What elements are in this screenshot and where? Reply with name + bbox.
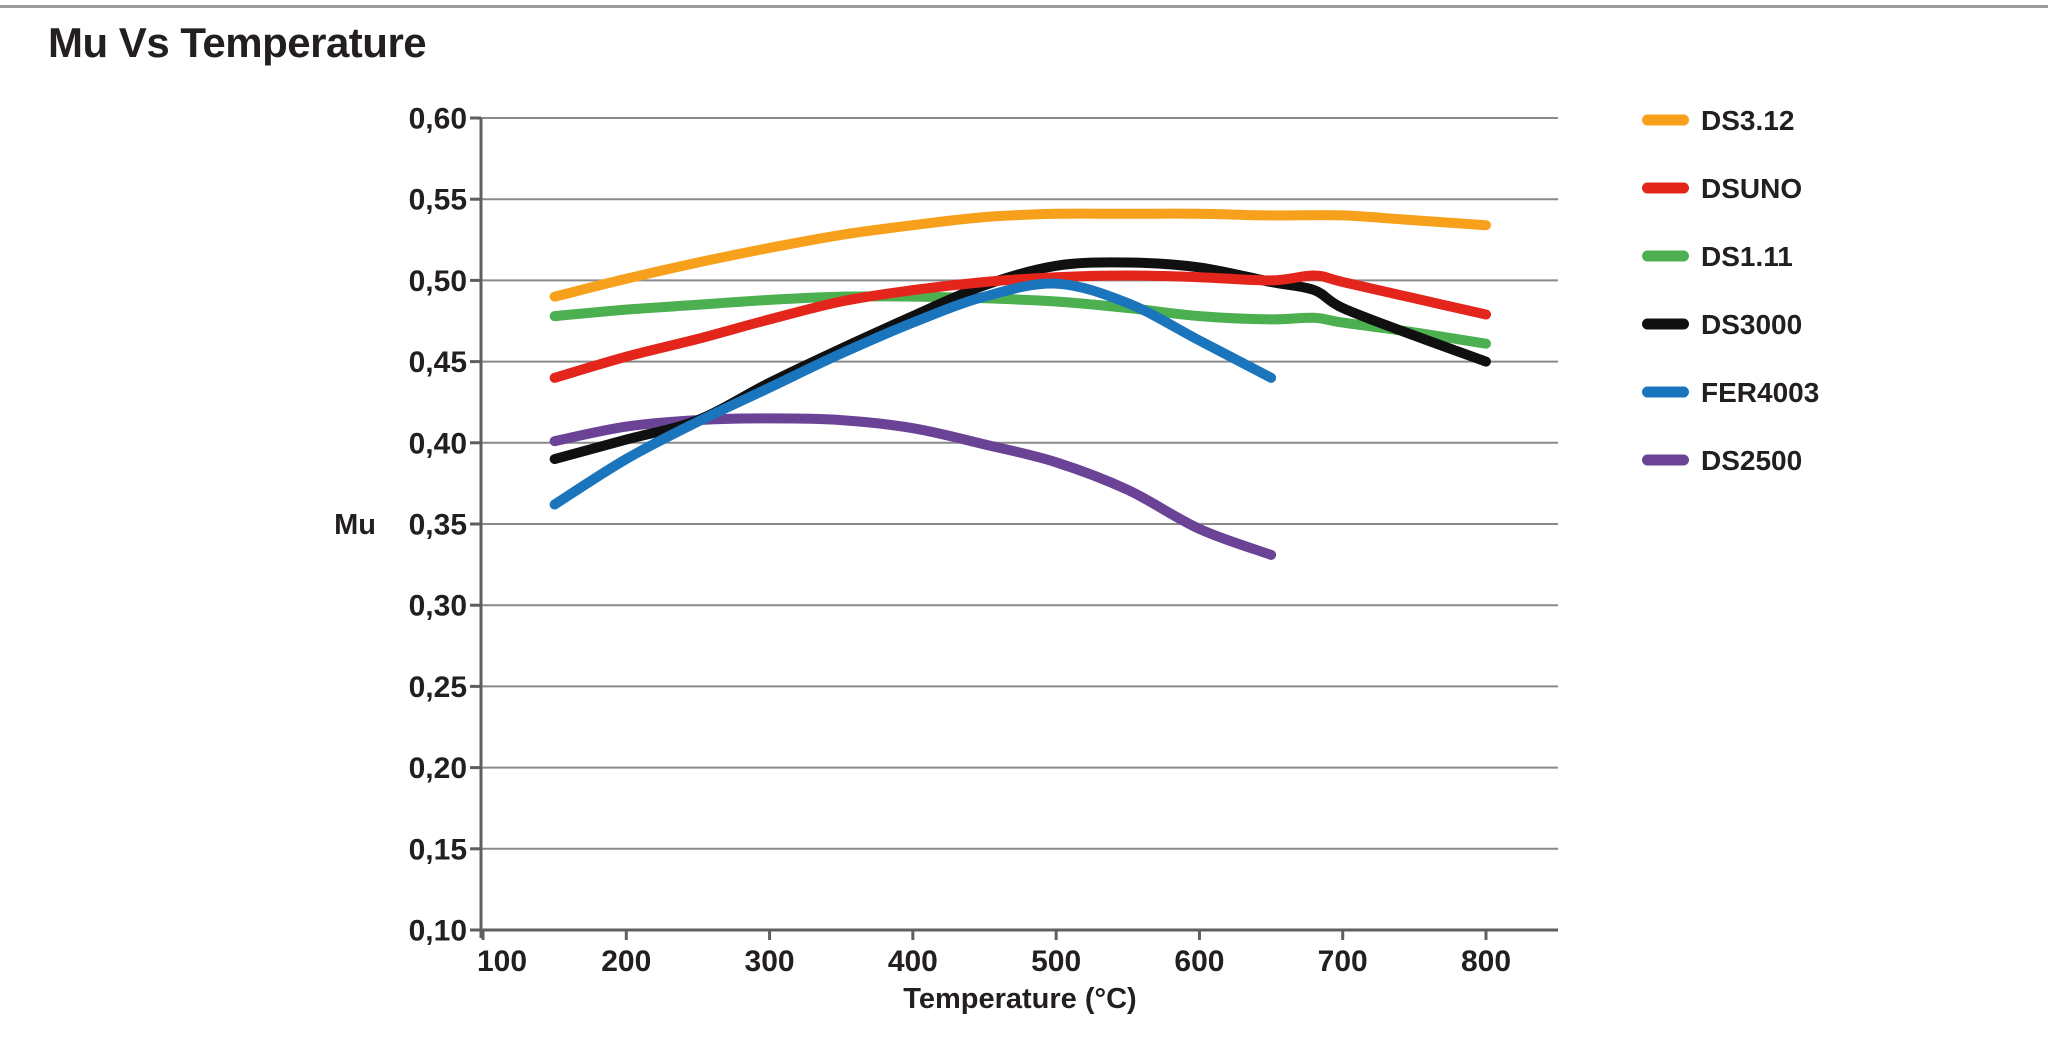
legend-item-ds3-12: DS3.12 — [1642, 105, 1794, 136]
legend-item-ds3000: DS3000 — [1642, 309, 1802, 340]
axes — [470, 116, 1558, 940]
legend-swatch-icon — [1642, 250, 1689, 262]
x-tick-label: 400 — [888, 945, 938, 978]
legend-item-ds1-11: DS1.11 — [1642, 241, 1793, 272]
x-tick-label: 800 — [1461, 945, 1511, 978]
series-line-fer4003 — [549, 278, 1277, 510]
x-tick-label: 100 — [477, 945, 527, 978]
y-tick-label: 0,20 — [409, 752, 467, 785]
y-tick-label: 0,15 — [409, 833, 467, 866]
y-tick-label: 0,45 — [409, 346, 467, 379]
x-tick-label: 600 — [1174, 945, 1224, 978]
legend-label: DS1.11 — [1701, 241, 1793, 272]
legend-label: DSUNO — [1701, 173, 1802, 204]
y-tick-label: 0,50 — [409, 265, 467, 298]
x-tick-label: 500 — [1031, 945, 1081, 978]
series-line-ds3-12 — [549, 208, 1491, 302]
y-tick-label: 0,35 — [409, 509, 467, 542]
y-tick-label: 0,30 — [409, 590, 467, 623]
series-lines — [549, 208, 1491, 560]
y-tick-label: 0,60 — [409, 103, 467, 136]
y-tick-label: 0,25 — [409, 671, 467, 704]
legend-swatch-icon — [1642, 386, 1689, 398]
x-tick-label: 300 — [745, 945, 795, 978]
x-axis-title: Temperature (°C) — [903, 983, 1136, 1015]
x-tick-label: 700 — [1318, 945, 1368, 978]
chart-title: Mu Vs Temperature — [48, 19, 427, 66]
y-tick-label: 0,55 — [409, 184, 467, 217]
legend-swatch-icon — [1642, 318, 1689, 330]
legend-label: FER4003 — [1701, 377, 1819, 408]
x-tick-label: 200 — [601, 945, 651, 978]
legend-item-ds2500: DS2500 — [1642, 445, 1802, 476]
series-line-ds2500 — [549, 413, 1277, 560]
y-tick-label: 0,10 — [409, 915, 467, 948]
y-axis-title: Mu — [334, 509, 376, 541]
x-axis-tick-labels: 100 200 300 400 500 600 700 800 — [477, 945, 1511, 978]
legend-label: DS3000 — [1701, 309, 1802, 340]
legend-swatch-icon — [1642, 182, 1689, 194]
y-tick-label: 0,40 — [409, 427, 467, 460]
y-axis-tick-labels: 0,60 0,55 0,50 0,45 0,40 0,35 0,30 0,25 0,20 0,15… — [409, 103, 467, 948]
legend-item-fer4003: FER4003 — [1642, 377, 1819, 408]
series-line-ds1-11 — [549, 291, 1491, 349]
top-border-line — [0, 5, 2048, 8]
legend-item-dsuno: DSUNO — [1642, 173, 1802, 204]
legend-swatch-icon — [1642, 114, 1689, 126]
legend-swatch-icon — [1642, 454, 1689, 466]
legend-label: DS2500 — [1701, 445, 1802, 476]
series-line-dsuno — [549, 270, 1491, 383]
legend-label: DS3.12 — [1701, 105, 1794, 136]
gridlines — [481, 117, 1558, 850]
legend: DS3.12 DSUNO DS1.11 DS3000 FER4003 DS2500 — [1642, 105, 1819, 476]
